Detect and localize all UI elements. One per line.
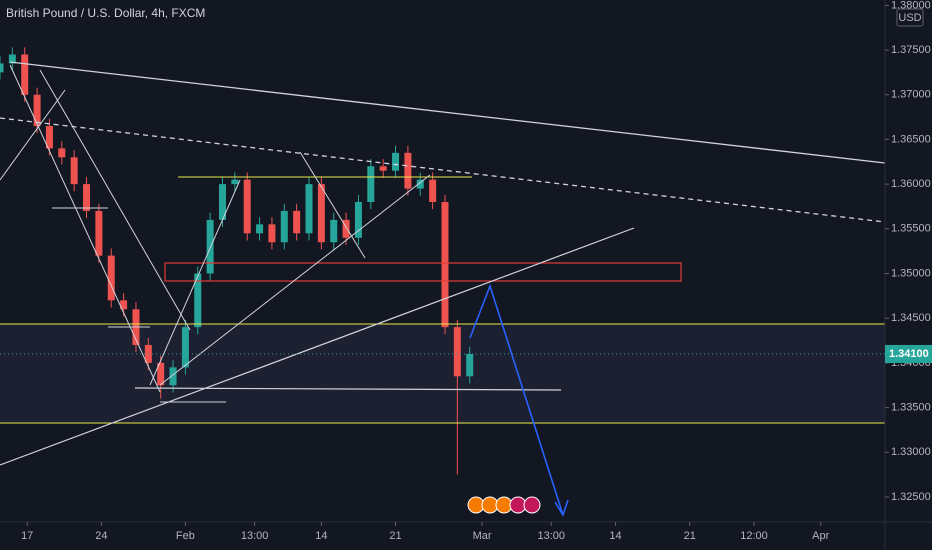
candle-body xyxy=(70,157,78,185)
candle-body xyxy=(293,210,301,234)
candle-body xyxy=(21,54,29,95)
channel xyxy=(39,69,191,331)
candle-body xyxy=(206,219,214,274)
candle-body xyxy=(8,54,16,64)
trendline xyxy=(0,227,635,466)
y-tick-label: 1.38000 xyxy=(891,0,931,11)
channel xyxy=(9,64,161,393)
y-tick-label: 1.37500 xyxy=(891,44,931,56)
x-tick-label: 13:00 xyxy=(241,530,269,542)
last-price-box xyxy=(885,344,932,363)
candle-body xyxy=(453,327,461,377)
x-tick-label: Apr xyxy=(812,530,829,542)
y-tick-label: 1.35500 xyxy=(891,223,931,235)
candle-body xyxy=(416,179,424,189)
candle-body xyxy=(231,179,239,185)
symbol-title: British Pound / U.S. Dollar, 4h, FXCM xyxy=(6,6,205,20)
support xyxy=(134,387,562,391)
candle-body xyxy=(83,184,91,211)
x-tick-label: Mar xyxy=(473,530,492,542)
candle-body xyxy=(404,152,412,189)
x-tick-label: 24 xyxy=(95,530,107,542)
channel xyxy=(149,179,241,386)
candle-body xyxy=(0,63,4,73)
range-zone xyxy=(0,324,885,423)
candle-body xyxy=(95,210,103,256)
x-tick-label: 17 xyxy=(21,530,33,542)
candle-body xyxy=(58,148,66,158)
candle-body xyxy=(392,152,400,171)
x-tick-label: 21 xyxy=(684,530,696,542)
candle-body xyxy=(354,202,362,238)
candle-body xyxy=(243,179,251,234)
event-icons xyxy=(467,496,541,514)
y-tick-label: 1.36500 xyxy=(891,133,931,145)
candle-body xyxy=(379,166,387,171)
projection-arrow xyxy=(469,283,564,516)
channel xyxy=(159,174,431,386)
candle-body xyxy=(342,219,350,238)
currency: USD xyxy=(898,12,921,24)
candle-body xyxy=(317,184,325,243)
channel xyxy=(299,151,366,259)
candle-body xyxy=(157,362,165,386)
y-tick-label: 1.35000 xyxy=(891,267,931,279)
y-tick-label: 1.32500 xyxy=(891,491,931,503)
candle-body xyxy=(120,300,128,310)
candle-body xyxy=(256,224,264,234)
drawings xyxy=(0,61,886,517)
candle-body xyxy=(429,179,437,203)
arrow-head xyxy=(554,499,569,517)
trendline xyxy=(9,61,886,164)
candle-body xyxy=(466,353,474,377)
y-tick-label: 1.33500 xyxy=(891,401,931,413)
x-tick-label: Feb xyxy=(176,530,195,542)
candle-body xyxy=(33,94,41,127)
candle-body xyxy=(330,219,338,243)
y-tick-label: 1.34500 xyxy=(891,312,931,324)
candle-body xyxy=(305,184,313,234)
candle-body xyxy=(280,210,288,243)
x-tick-label: 13:00 xyxy=(538,530,566,542)
candle-body xyxy=(268,224,276,243)
event-icon xyxy=(523,496,541,514)
x-tick-label: 12:00 xyxy=(740,530,768,542)
candle-body xyxy=(107,255,115,301)
candle-body xyxy=(441,202,449,328)
last-price-label: 1.34100 xyxy=(889,348,929,360)
candle-body xyxy=(181,327,189,368)
y-tick-label: 1.36000 xyxy=(891,178,931,190)
zone-box xyxy=(164,262,682,282)
candle-body xyxy=(218,184,226,220)
channel xyxy=(0,89,66,181)
y-tick-label: 1.33000 xyxy=(891,446,931,458)
candle-body xyxy=(45,126,53,149)
trendline-dashed xyxy=(0,117,886,223)
candle-body xyxy=(169,367,177,386)
x-tick-label: 21 xyxy=(389,530,401,542)
y-tick-label: 1.37000 xyxy=(891,89,931,101)
candle-body xyxy=(194,273,202,328)
x-tick-label: 14 xyxy=(315,530,327,542)
candle-body xyxy=(367,166,375,203)
x-tick-label: 14 xyxy=(609,530,621,542)
currency-box[interactable] xyxy=(896,8,924,27)
